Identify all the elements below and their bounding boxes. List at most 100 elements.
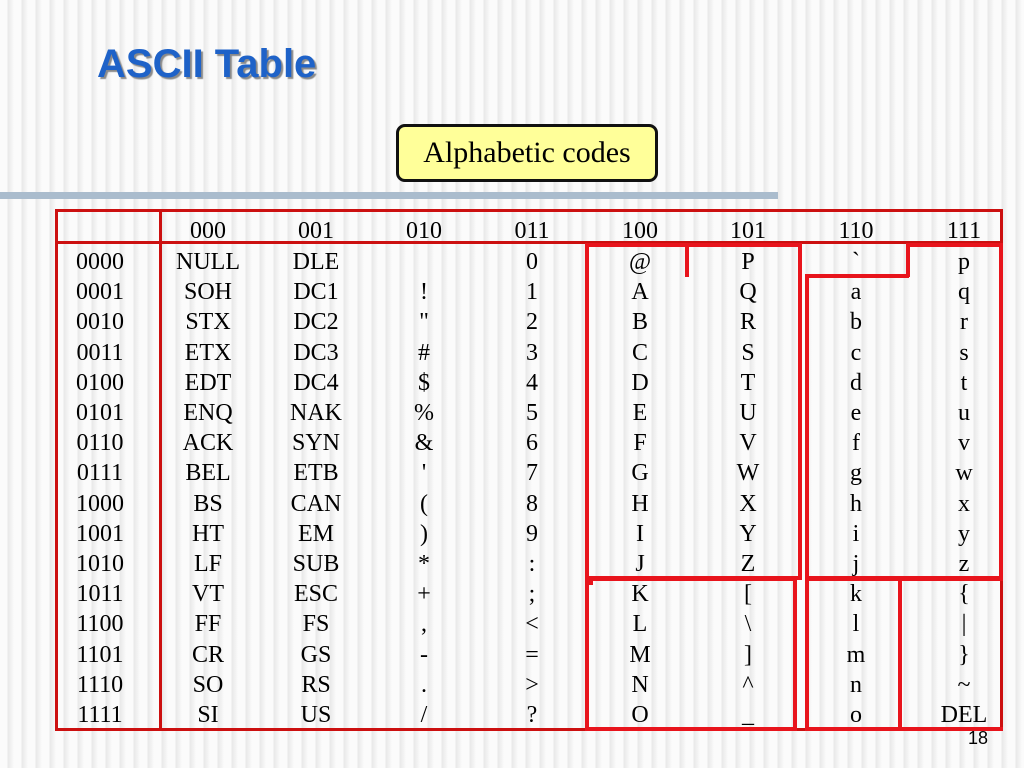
table-cell: DC1 [293,279,339,306]
column-header: 011 [514,218,550,244]
title-divider [0,192,778,199]
row-header: 1011 [76,581,124,608]
row-header: 1110 [76,671,124,698]
row-header: 1100 [76,611,124,638]
table-cell: , [421,611,427,638]
table-cell: # [418,339,430,366]
table-cell: t [960,369,968,396]
table-cell: n [850,671,862,698]
table-cell: LF [193,551,222,577]
table-cell: b [850,309,862,336]
table-cell: < [525,611,539,638]
table-cell: l [852,611,860,638]
row-header: 0001 [76,279,124,306]
table-cell: . [421,671,427,698]
row-header: 0011 [76,339,124,366]
table-cell: $ [418,369,430,396]
table-cell: / [420,702,428,728]
table-cell: J [635,551,645,577]
row-header: 0111 [76,460,124,487]
table-cell: e [850,400,862,426]
table-cell: @ [628,249,652,275]
table-cell: DEL [940,702,988,728]
table-cell: ENQ [183,400,233,426]
table-cell: N [631,671,649,698]
column-header: 111 [946,218,982,244]
table-cell: DC3 [293,339,339,366]
table-cell: K [631,581,649,608]
table-cell: BS [193,490,223,517]
slide-title: ASCII Table [97,42,317,86]
column-header: 100 [622,218,658,244]
table-cell: C [631,339,648,366]
page-number: 18 [967,728,988,748]
table-cell: ? [526,702,538,728]
table-cell: SI [197,702,219,728]
table-cell: ETB [293,460,339,487]
table-cell: 1 [526,279,538,306]
table-cell: 7 [526,460,538,487]
table-cell: p [958,249,970,275]
table-cell: STX [185,309,231,336]
table-cell: SOH [183,279,232,306]
table-cell: : [528,551,536,577]
table-cell: Y [739,520,757,547]
table-cell: _ [742,702,754,728]
callout-label: Alphabetic codes [423,136,631,169]
table-cell: f [852,430,860,457]
table-cell: % [414,400,434,426]
table-cell: ] [744,641,752,668]
table-cell: X [739,490,757,517]
table-cell: " [419,309,429,336]
table-cell: EM [298,520,334,547]
table-cell: } [958,641,970,668]
table-cell: 3 [526,339,538,366]
table-cell: | [961,611,967,638]
table-cell: 6 [526,430,538,457]
table-cell: U [739,400,757,426]
table-cell: M [629,641,651,668]
row-header: 0110 [76,430,124,457]
table-cell: 5 [526,400,538,426]
table-cell: v [958,430,970,457]
table-cell: x [958,490,970,517]
table-cell: m [846,641,866,668]
table-cell: { [958,581,970,608]
row-header: 1111 [77,702,123,728]
row-header: 1101 [76,641,124,668]
table-cell: O [631,702,649,728]
row-header: 0010 [76,309,124,336]
table-cell: ^ [742,671,754,698]
table-cell: VT [192,581,224,608]
column-header: 000 [190,218,226,244]
table-cell: ESC [293,581,338,608]
table-cell: 0 [526,249,538,275]
table-cell: a [850,279,862,306]
table-cell: T [740,369,756,396]
table-cell: B [631,309,648,336]
table-cell: A [631,279,649,306]
table-cell: FF [194,611,222,638]
table-cell: DC4 [293,369,339,396]
table-cell: SYN [291,430,340,457]
table-cell: SUB [292,551,340,577]
table-cell: H [631,490,649,517]
table-cell: DLE [292,249,340,275]
table-cell: P [741,249,755,275]
column-header: 010 [406,218,442,244]
table-cell: w [955,460,973,487]
table-cell: HT [192,520,224,547]
row-header: 1000 [76,490,124,517]
table-cell: z [958,551,970,577]
row-header: 1010 [76,551,124,577]
table-cell: c [850,339,862,366]
table-cell: E [632,400,648,426]
table-cell: k [850,581,862,608]
column-header: 001 [298,218,334,244]
table-cell: 2 [526,309,538,336]
table-cell: ( [420,490,428,517]
table-cell: > [525,671,539,698]
table-cell: I [636,520,644,547]
table-cell: ' [421,460,427,487]
table-cell: DC2 [293,309,339,336]
